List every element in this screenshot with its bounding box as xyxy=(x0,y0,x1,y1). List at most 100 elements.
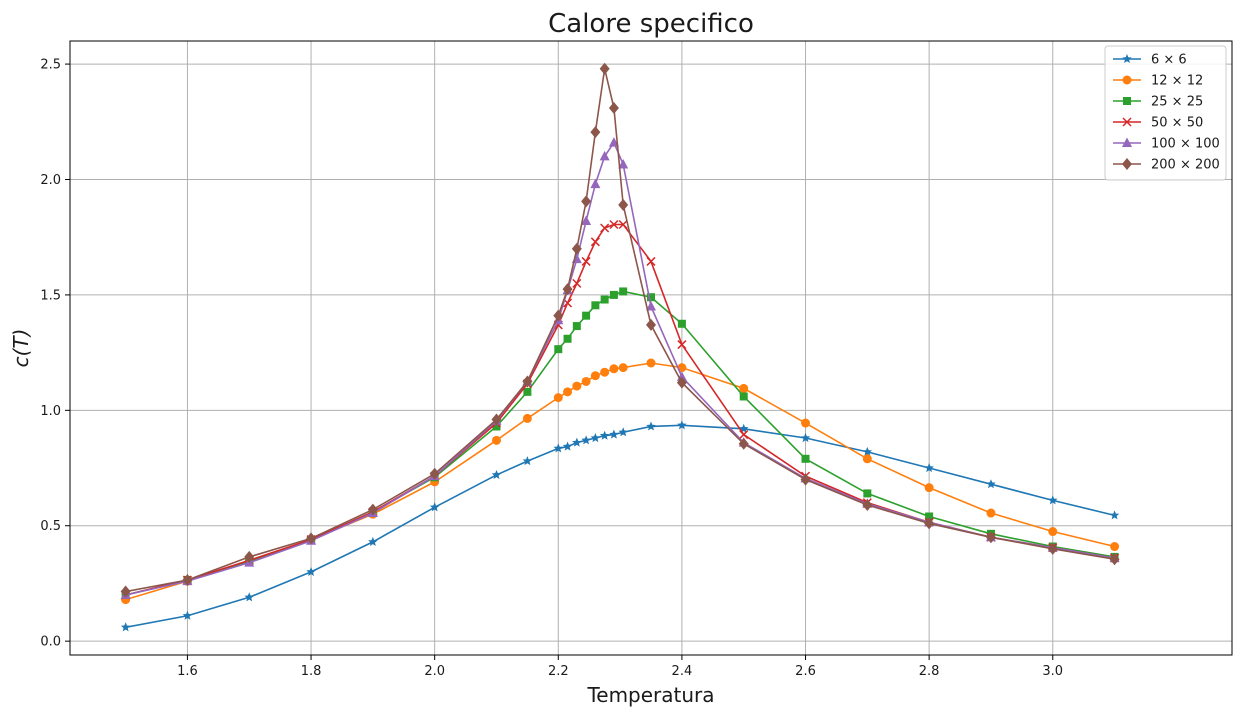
legend-item: 50 × 50 xyxy=(1113,116,1203,131)
data-point xyxy=(368,536,378,546)
legend-label: 12 × 12 xyxy=(1151,74,1203,89)
data-point xyxy=(563,387,573,397)
y-tick-label: 1.0 xyxy=(40,404,61,419)
data-point xyxy=(646,358,656,368)
data-point xyxy=(306,566,316,576)
legend-label: 6 × 6 xyxy=(1151,53,1187,68)
legend-item: 6 × 6 xyxy=(1113,53,1187,68)
data-point xyxy=(571,242,582,255)
data-point xyxy=(618,198,629,211)
series-layer xyxy=(120,62,1120,632)
series-line xyxy=(125,223,1115,596)
data-point xyxy=(800,433,811,443)
data-point xyxy=(563,334,572,343)
axis-ticks: 1.6 1.8 2.0 2.2 2.4 2.6 2.8 3.0 0.0 0.5 1.0 1.5 2.0 2… xyxy=(40,58,1063,679)
data-point xyxy=(618,158,629,169)
data-point xyxy=(738,437,749,450)
data-point xyxy=(801,454,810,463)
chart-title: Calore specifico xyxy=(548,9,754,39)
data-point xyxy=(572,322,581,331)
data-point xyxy=(553,309,564,322)
y-axis-label: c(T) xyxy=(9,329,33,368)
data-point xyxy=(581,195,592,208)
plot-frame xyxy=(69,40,1233,656)
data-point xyxy=(646,421,656,431)
data-point xyxy=(924,463,934,473)
y-tick-label: 1.5 xyxy=(40,288,61,303)
y-tick-label: 0.0 xyxy=(40,635,61,650)
data-point xyxy=(581,215,592,226)
data-point xyxy=(609,429,619,439)
data-point xyxy=(562,283,573,296)
data-point xyxy=(244,550,255,563)
data-point xyxy=(523,387,532,396)
data-point xyxy=(924,483,934,493)
data-point xyxy=(306,532,317,545)
data-point xyxy=(554,345,563,354)
data-point xyxy=(618,427,628,437)
data-point xyxy=(739,383,749,393)
legend-label: 25 × 25 xyxy=(1151,95,1203,110)
data-point xyxy=(120,622,131,632)
data-point xyxy=(609,290,618,299)
data-point xyxy=(986,508,996,518)
legend-marker xyxy=(1122,117,1132,127)
x-tick-label: 2.8 xyxy=(919,664,940,679)
data-point xyxy=(491,435,501,445)
data-point xyxy=(553,393,563,403)
data-point xyxy=(182,610,193,620)
data-point xyxy=(590,371,600,381)
legend-marker xyxy=(1122,137,1132,147)
x-tick-label: 2.6 xyxy=(795,664,816,679)
legend-marker xyxy=(1122,158,1132,170)
data-point xyxy=(619,287,628,296)
data-point xyxy=(608,137,619,147)
data-point xyxy=(1110,542,1120,552)
data-point xyxy=(599,62,610,75)
data-point xyxy=(677,340,687,350)
data-point xyxy=(429,467,440,480)
data-point xyxy=(739,392,748,401)
y-tick-label: 2.0 xyxy=(40,173,61,188)
legend-item: 25 × 25 xyxy=(1113,95,1203,110)
series-4 xyxy=(121,219,1120,600)
data-point xyxy=(646,300,656,311)
data-point xyxy=(1109,553,1120,566)
data-point xyxy=(924,517,935,530)
legend-item: 12 × 12 xyxy=(1113,74,1203,89)
data-point xyxy=(801,418,811,428)
data-point xyxy=(599,430,610,440)
series-line xyxy=(125,68,1115,593)
data-point xyxy=(491,469,502,479)
x-axis-label: Temperatura xyxy=(586,683,714,707)
data-point xyxy=(618,219,628,230)
data-point xyxy=(590,126,601,139)
data-point xyxy=(985,531,996,544)
data-point xyxy=(862,454,872,464)
y-tick-label: 0.5 xyxy=(40,519,61,534)
data-point xyxy=(182,573,193,586)
data-point xyxy=(609,364,619,374)
legend-label: 100 × 100 xyxy=(1151,137,1220,152)
data-point xyxy=(244,592,254,602)
data-point xyxy=(591,301,600,310)
data-point xyxy=(608,101,619,114)
x-tick-label: 2.4 xyxy=(672,664,693,679)
data-point xyxy=(120,585,131,598)
data-point xyxy=(677,319,686,328)
data-point xyxy=(738,423,749,433)
data-point xyxy=(572,278,582,288)
legend-marker xyxy=(1123,97,1131,105)
data-point xyxy=(572,381,582,391)
series-2 xyxy=(121,358,1120,605)
data-point xyxy=(925,512,934,521)
data-point xyxy=(553,443,564,453)
data-point xyxy=(676,376,687,389)
data-point xyxy=(522,456,533,466)
data-point xyxy=(572,437,582,447)
legend-marker xyxy=(1122,54,1132,64)
data-point xyxy=(1047,542,1058,555)
data-point xyxy=(739,430,749,440)
data-point xyxy=(522,413,532,423)
